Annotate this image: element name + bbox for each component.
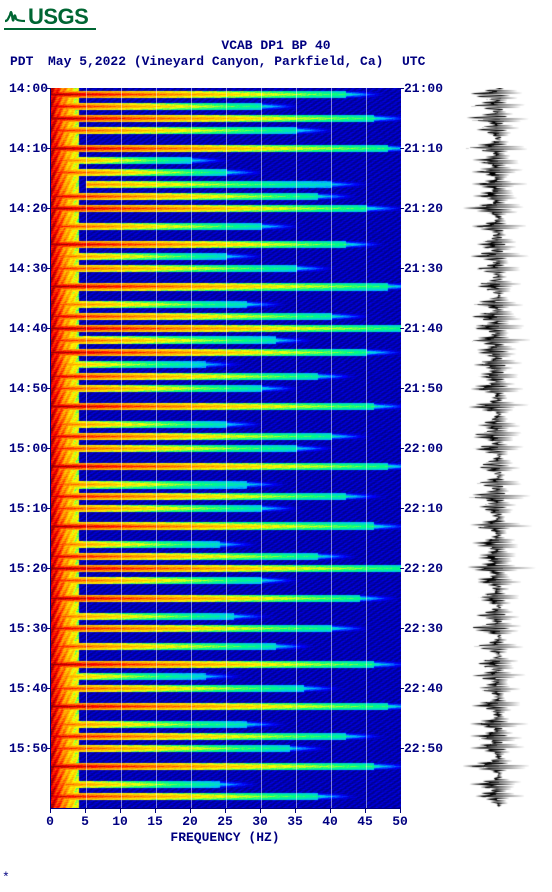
- y-right-tick-label: 21:50: [404, 381, 448, 396]
- y-right-tick: [400, 268, 404, 269]
- y-right-tick: [400, 508, 404, 509]
- y-right-tick: [400, 388, 404, 389]
- pdt-label: PDT: [10, 54, 33, 69]
- x-tick: [260, 808, 261, 813]
- x-tick-label: 5: [81, 814, 89, 829]
- y-right-tick: [400, 88, 404, 89]
- x-tick: [400, 808, 401, 813]
- x-tick-label: 0: [46, 814, 54, 829]
- y-left-tick: [46, 388, 50, 389]
- title-station: VCAB DP1 BP 40: [0, 38, 552, 53]
- x-tick: [50, 808, 51, 813]
- y-left-tick-label: 15:50: [4, 741, 48, 756]
- y-right-tick-label: 21:00: [404, 81, 448, 96]
- page: USGS VCAB DP1 BP 40 PDT May 5,2022 (Vine…: [0, 0, 552, 892]
- x-tick: [365, 808, 366, 813]
- y-left-tick: [46, 748, 50, 749]
- y-left-tick-label: 15:40: [4, 681, 48, 696]
- y-left-tick: [46, 328, 50, 329]
- x-tick-label: 30: [252, 814, 268, 829]
- y-left-tick: [46, 688, 50, 689]
- y-right-tick: [400, 628, 404, 629]
- y-left-tick-label: 15:20: [4, 561, 48, 576]
- x-tick-label: 35: [287, 814, 303, 829]
- y-left-tick-label: 14:10: [4, 141, 48, 156]
- y-left-tick: [46, 148, 50, 149]
- y-right-tick-label: 22:10: [404, 501, 448, 516]
- x-tick-label: 40: [322, 814, 338, 829]
- spectrogram-plot: [50, 88, 401, 809]
- x-tick-label: 20: [182, 814, 198, 829]
- x-tick-label: 15: [147, 814, 163, 829]
- x-tick: [120, 808, 121, 813]
- y-left-tick: [46, 508, 50, 509]
- y-right-tick: [400, 568, 404, 569]
- y-left-tick: [46, 448, 50, 449]
- y-right-tick-label: 21:10: [404, 141, 448, 156]
- x-tick-label: 50: [392, 814, 408, 829]
- y-left-tick-label: 15:30: [4, 621, 48, 636]
- spectrogram-canvas: [51, 88, 401, 808]
- y-right-tick-label: 22:50: [404, 741, 448, 756]
- y-left-tick-label: 14:50: [4, 381, 48, 396]
- x-axis-title: FREQUENCY (HZ): [50, 830, 400, 845]
- y-right-tick: [400, 748, 404, 749]
- y-right-tick-label: 22:00: [404, 441, 448, 456]
- y-left-tick: [46, 268, 50, 269]
- y-left-tick-label: 14:30: [4, 261, 48, 276]
- x-tick: [85, 808, 86, 813]
- y-left-tick: [46, 568, 50, 569]
- utc-label: UTC: [402, 54, 425, 69]
- y-right-tick-label: 22:20: [404, 561, 448, 576]
- y-left-tick-label: 14:40: [4, 321, 48, 336]
- usgs-logo: USGS: [4, 4, 88, 30]
- title-location: May 5,2022 (Vineyard Canyon, Parkfield, …: [48, 54, 383, 69]
- usgs-wave-icon: [4, 7, 26, 27]
- y-left-tick: [46, 628, 50, 629]
- x-tick: [330, 808, 331, 813]
- y-right-tick-label: 21:30: [404, 261, 448, 276]
- waveform-canvas: [460, 88, 540, 808]
- x-tick: [190, 808, 191, 813]
- y-right-tick: [400, 448, 404, 449]
- y-right-tick: [400, 148, 404, 149]
- y-left-tick: [46, 88, 50, 89]
- usgs-logo-text: USGS: [28, 4, 88, 30]
- y-right-tick-label: 22:30: [404, 621, 448, 636]
- y-left-tick-label: 14:00: [4, 81, 48, 96]
- y-left-tick-label: 15:10: [4, 501, 48, 516]
- x-tick-label: 45: [357, 814, 373, 829]
- y-right-tick-label: 21:40: [404, 321, 448, 336]
- x-tick-label: 25: [217, 814, 233, 829]
- y-left-tick: [46, 208, 50, 209]
- y-right-tick: [400, 328, 404, 329]
- footer-asterisk: *: [2, 870, 10, 885]
- usgs-logo-underline: [4, 28, 96, 30]
- y-left-tick-label: 14:20: [4, 201, 48, 216]
- y-right-tick-label: 21:20: [404, 201, 448, 216]
- y-right-tick-label: 22:40: [404, 681, 448, 696]
- y-left-tick-label: 15:00: [4, 441, 48, 456]
- x-tick: [155, 808, 156, 813]
- y-right-tick: [400, 688, 404, 689]
- x-tick: [295, 808, 296, 813]
- x-tick: [225, 808, 226, 813]
- x-tick-label: 10: [112, 814, 128, 829]
- y-right-tick: [400, 208, 404, 209]
